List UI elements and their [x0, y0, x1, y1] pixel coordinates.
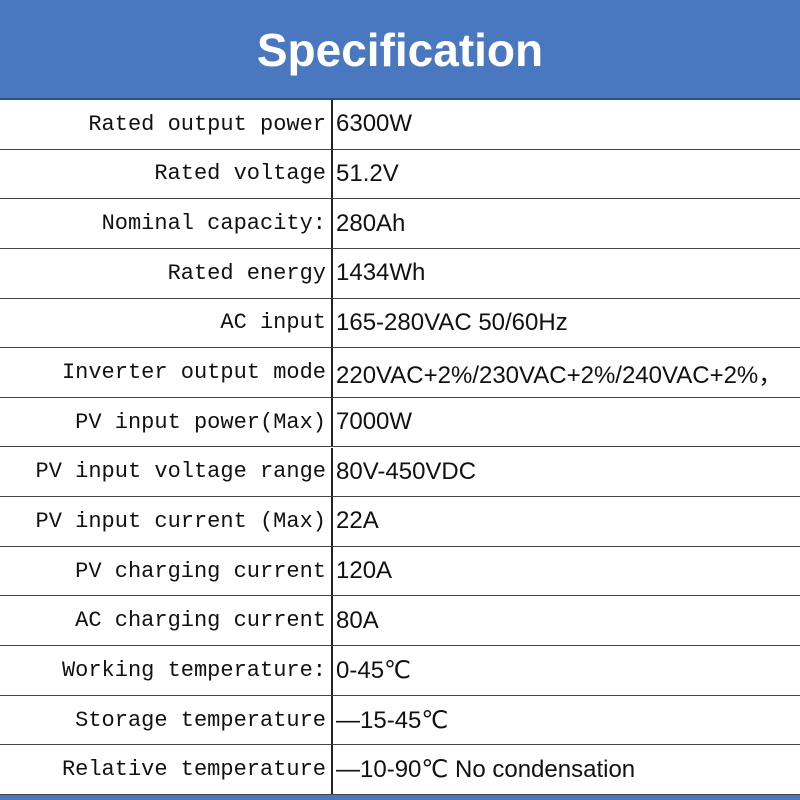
spec-label: Working temperature:	[61, 657, 326, 683]
footer-band	[0, 795, 800, 800]
column-divider	[331, 348, 333, 397]
spec-value: 6300W	[336, 110, 413, 138]
spec-value: 165-280VAC 50/60Hz	[336, 308, 568, 336]
spec-table: Rated output power 6300W Rated voltage 51.2…	[0, 100, 800, 795]
spec-value: 1434Wh	[336, 259, 426, 287]
spec-value: —15-45℃	[336, 706, 449, 734]
spec-value: —10-90℃ No condensation	[336, 756, 636, 784]
spec-value: 7000W	[336, 408, 413, 436]
spec-label: AC input	[220, 310, 326, 336]
spec-value: 22A	[336, 507, 379, 535]
column-divider	[331, 298, 333, 348]
column-divider	[331, 745, 333, 794]
spec-label: Nominal capacity:	[101, 211, 326, 237]
spec-label: Storage temperature	[75, 707, 326, 733]
table-row: Rated voltage 51.2V	[0, 149, 800, 200]
spec-label: PV charging current	[75, 558, 326, 584]
table-row: Working temperature: 0-45℃	[0, 646, 800, 696]
table-row: Rated energy 1434Wh	[0, 248, 800, 299]
spec-label: PV input power(Max)	[75, 409, 326, 435]
column-divider	[331, 100, 333, 149]
spec-value: 220VAC+2%/230VAC+2%/240VAC+2%，	[336, 362, 783, 390]
spec-label: PV input current (Max)	[35, 508, 326, 534]
column-divider	[331, 397, 333, 447]
column-divider	[331, 695, 333, 745]
column-divider	[331, 248, 333, 298]
table-row: PV input power(Max) 7000W	[0, 397, 800, 448]
table-row: AC input 165-280VAC 50/60Hz	[0, 298, 800, 349]
column-divider	[331, 149, 333, 199]
spec-value: 80V-450VDC	[336, 457, 477, 485]
spec-value: 80A	[336, 606, 379, 634]
table-row: PV charging current 120A	[0, 546, 800, 597]
spec-label: AC charging current	[75, 608, 326, 634]
header-band: Specification	[0, 0, 800, 100]
spec-value: 51.2V	[336, 159, 399, 187]
table-row: Rated output power 6300W	[0, 100, 800, 150]
table-row: PV input voltage range 80V-450VDC	[0, 447, 800, 498]
table-row: Nominal capacity: 280Ah	[0, 199, 800, 249]
column-divider	[331, 546, 333, 596]
table-row: Relative temperature —10-90℃ No condensat…	[0, 745, 800, 795]
spec-label: Relative temperature	[61, 757, 326, 783]
column-divider	[331, 497, 333, 546]
spec-value: 120A	[336, 557, 393, 585]
table-row: AC charging current 80A	[0, 596, 800, 647]
spec-label: Inverter output mode	[61, 360, 326, 386]
spec-value: 280Ah	[336, 209, 406, 237]
table-row: Inverter output mode 220VAC+2%/230VAC+2%/…	[0, 348, 800, 398]
header-title: Specification	[256, 24, 544, 76]
spec-label: Rated energy	[167, 260, 326, 286]
table-row: PV input current (Max) 22A	[0, 497, 800, 547]
column-divider	[331, 199, 333, 248]
table-row: Storage temperature —15-45℃	[0, 695, 800, 746]
column-divider	[331, 447, 333, 497]
spec-value: 0-45℃	[336, 656, 411, 684]
column-divider	[331, 646, 333, 695]
spec-label: PV input voltage range	[35, 459, 326, 485]
spec-label: Rated output power	[88, 111, 326, 137]
column-divider	[331, 596, 333, 646]
spec-label: Rated voltage	[154, 161, 326, 187]
